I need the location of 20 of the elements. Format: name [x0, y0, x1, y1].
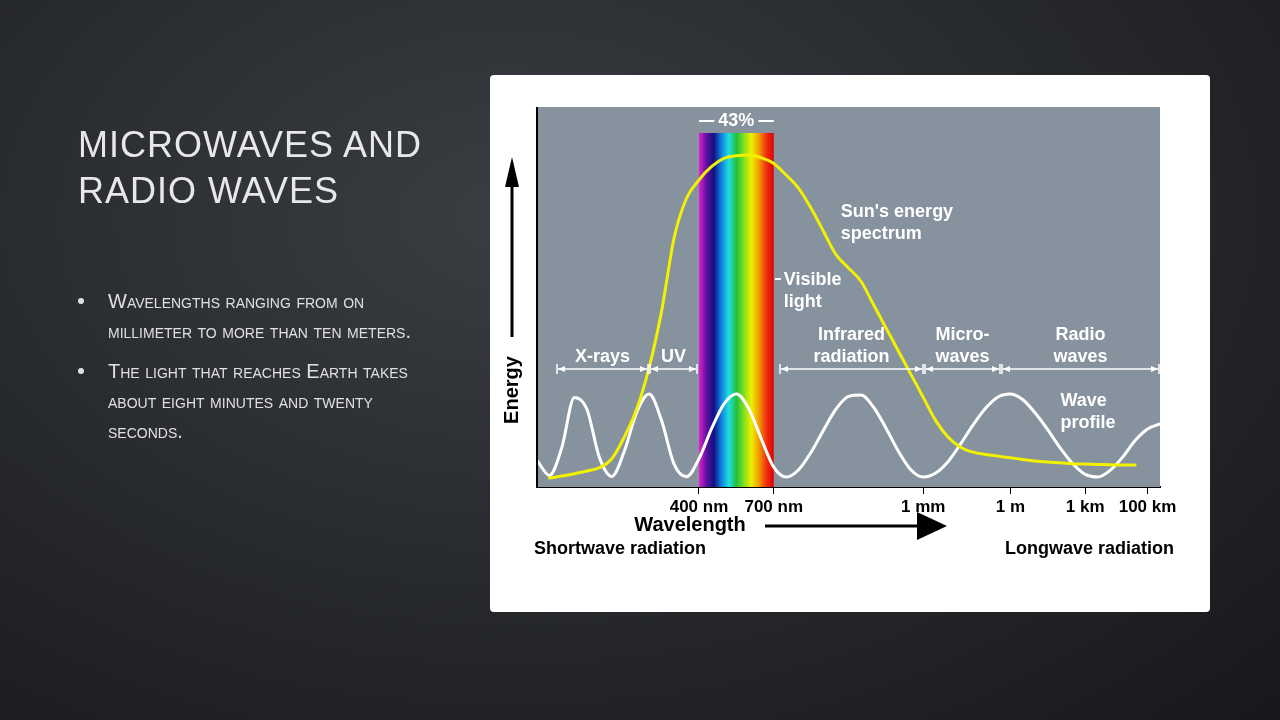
annotation: Infrared radiation	[813, 324, 890, 366]
text: Shortwave radiation	[534, 537, 707, 558]
annotation: UV	[660, 346, 687, 366]
series-label: Sun's energy spectrum	[840, 201, 954, 244]
y-axis-title: Energy	[499, 355, 522, 424]
annotation: Radio waves	[1052, 324, 1108, 366]
chart-title: MICROWAVES AND RADIO WAVES	[78, 123, 424, 213]
annotation: Visible light	[783, 268, 842, 311]
series-label: Wave profile	[1060, 390, 1116, 433]
annotation: X-rays	[574, 346, 631, 366]
text: Longwave radiation	[1004, 537, 1174, 558]
annotation: Micro-waves	[934, 324, 990, 366]
x-tick-label: 700 nm	[744, 496, 804, 516]
x-tick-label: 100 km	[1118, 496, 1177, 516]
x-tick-label: 1 m	[995, 496, 1026, 516]
text: The light that reaches Earth takes about eight minutes and twenty seconds.	[108, 360, 408, 442]
x-tick-label: 1 km	[1065, 496, 1105, 516]
band-label: 43%	[718, 109, 755, 130]
x-tick-label: 1 mm	[901, 496, 946, 516]
text: Wavelengths ranging from on millimeter to more than ten meters.	[108, 290, 411, 342]
